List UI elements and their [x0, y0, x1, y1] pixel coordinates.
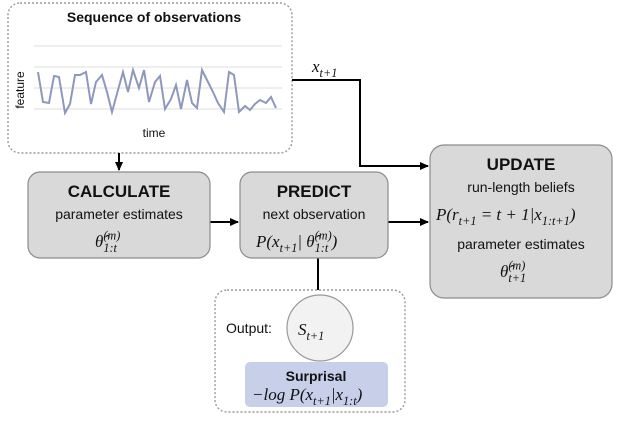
sparkline — [37, 66, 277, 116]
arrow — [292, 79, 429, 170]
math-part: P(x — [255, 232, 280, 251]
output-label: Output: — [226, 320, 272, 336]
update-box — [429, 144, 613, 299]
formula: θ̂t+1(m) — [500, 258, 526, 285]
y-label: feature — [13, 71, 27, 109]
math-part: 1:t — [103, 241, 117, 255]
math-part: t+1 — [313, 394, 331, 408]
surprisal-title: Surprisal — [286, 368, 347, 384]
output-circle — [286, 294, 354, 362]
surprisal-box — [245, 362, 388, 407]
x-label: time — [143, 126, 166, 140]
output-panel — [214, 289, 406, 413]
formula: P(rt+1 = t + 1|x1:t+1) — [435, 205, 576, 228]
math-part: t+1 — [459, 214, 477, 228]
formula: P(xt+1| θ̂1:t(m)) — [255, 228, 338, 255]
box-title: CALCULATE — [68, 182, 171, 201]
math-part: 1:t+1 — [542, 214, 570, 228]
formula: θ̂1:t(m) — [95, 228, 120, 255]
box-title: UPDATE — [487, 155, 556, 174]
math-part: (m) — [508, 258, 525, 272]
math-part: (m) — [315, 228, 332, 242]
math-part: (m) — [103, 228, 120, 242]
math-part: 1:t — [315, 241, 329, 255]
math-part: |x — [331, 385, 344, 404]
input-label: xt+1 — [311, 57, 337, 80]
box-title: PREDICT — [277, 182, 352, 201]
math-part: ) — [356, 385, 363, 404]
panel-title: Sequence of observations — [67, 9, 241, 25]
predict-box — [239, 171, 389, 259]
math-part: t+1 — [320, 66, 338, 80]
box-subtitle: parameter estimates — [457, 236, 585, 252]
math-part: −log P(x — [252, 385, 313, 404]
math-part: t+1 — [280, 241, 298, 255]
math-part: ) — [331, 232, 338, 251]
math-part: t+1 — [307, 329, 325, 343]
box-subtitle: run-length beliefs — [467, 179, 574, 195]
math-part: S — [298, 320, 307, 339]
sequence-panel — [7, 2, 293, 154]
box-subtitle: next observation — [263, 206, 366, 222]
output-symbol: St+1 — [298, 320, 324, 343]
formula: −log P(xt+1|x1:t) — [252, 385, 363, 408]
math-part: t+1 — [508, 271, 526, 285]
math-part: ) — [569, 205, 576, 224]
box-subtitle: parameter estimates — [55, 206, 183, 222]
math-part: 1:t — [343, 394, 357, 408]
math-part: P(r — [435, 205, 459, 224]
math-part: x — [311, 57, 320, 76]
math-part: = t + 1|x — [476, 205, 542, 224]
calculate-box — [27, 171, 211, 259]
